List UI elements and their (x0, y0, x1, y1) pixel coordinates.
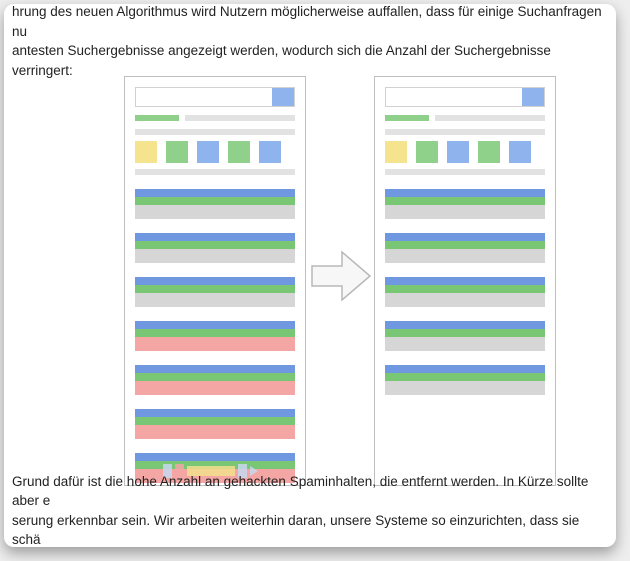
comparison-figure (4, 66, 616, 496)
content-card: hrung des neuen Algorithmus wird Nutzern… (4, 4, 616, 547)
swatch (416, 141, 438, 163)
result-spam (135, 365, 295, 395)
stage: hrung des neuen Algorithmus wird Nutzern… (0, 0, 630, 561)
stat-row (385, 115, 545, 121)
search-button-icon (522, 88, 544, 106)
result-item (385, 189, 545, 219)
divider (135, 129, 295, 135)
serp-before (124, 76, 306, 486)
search-button-icon (272, 88, 294, 106)
result-spam (135, 409, 295, 439)
result-item (135, 189, 295, 219)
swatch (447, 141, 469, 163)
swatch (166, 141, 188, 163)
result-item (135, 233, 295, 263)
swatch (509, 141, 531, 163)
divider (385, 169, 545, 175)
tab-swatches (135, 141, 295, 163)
search-bar (385, 87, 545, 107)
result-item (385, 233, 545, 263)
swatch (478, 141, 500, 163)
result-item (385, 321, 545, 351)
bottom-paragraph: Grund dafür ist die hohe Anzahl an gehac… (12, 472, 608, 550)
swatch (197, 141, 219, 163)
serp-after (374, 76, 556, 486)
swatch (259, 141, 281, 163)
divider (135, 169, 295, 175)
swatch (228, 141, 250, 163)
result-spam (135, 321, 295, 351)
search-bar (135, 87, 295, 107)
divider (385, 129, 545, 135)
result-item (135, 277, 295, 307)
tab-swatches (385, 141, 545, 163)
stat-row (135, 115, 295, 121)
swatch (385, 141, 407, 163)
arrow-icon (310, 248, 372, 304)
result-item (385, 365, 545, 395)
swatch (135, 141, 157, 163)
result-item (385, 277, 545, 307)
